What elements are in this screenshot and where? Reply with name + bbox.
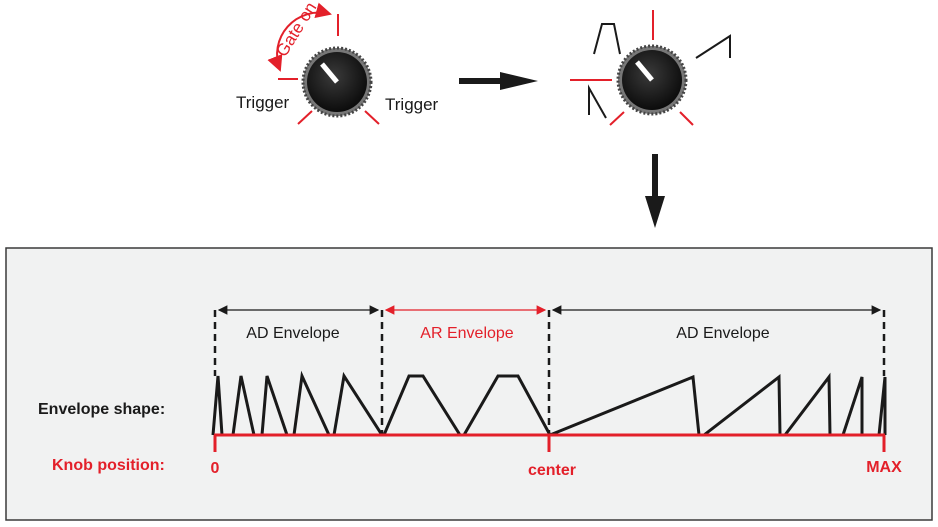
region-right-label: AD Envelope — [676, 325, 769, 342]
position-max: MAX — [866, 459, 902, 476]
region-dividers — [213, 310, 886, 435]
gate-on-label: Gate on — [272, 0, 320, 60]
position-zero: 0 — [211, 460, 220, 477]
trigger-right-label: Trigger — [385, 95, 439, 114]
position-center: center — [528, 462, 576, 479]
trigger-left-label: Trigger — [236, 93, 290, 112]
knob-right — [570, 10, 731, 126]
knob-tick-marks — [278, 14, 380, 125]
envelope-shape-label: Envelope shape: — [38, 401, 165, 418]
knob-left: Gate on Trigger Trigger — [236, 0, 439, 125]
envelope-shape-icons — [588, 23, 731, 119]
knob-position-label: Knob position: — [52, 457, 165, 474]
knob-position-axis — [213, 433, 886, 452]
gate-on-arrow — [267, 2, 332, 72]
region-middle-label: AR Envelope — [420, 325, 513, 342]
region-left-label: AD Envelope — [246, 325, 339, 342]
envelope-panel — [5, 247, 933, 521]
